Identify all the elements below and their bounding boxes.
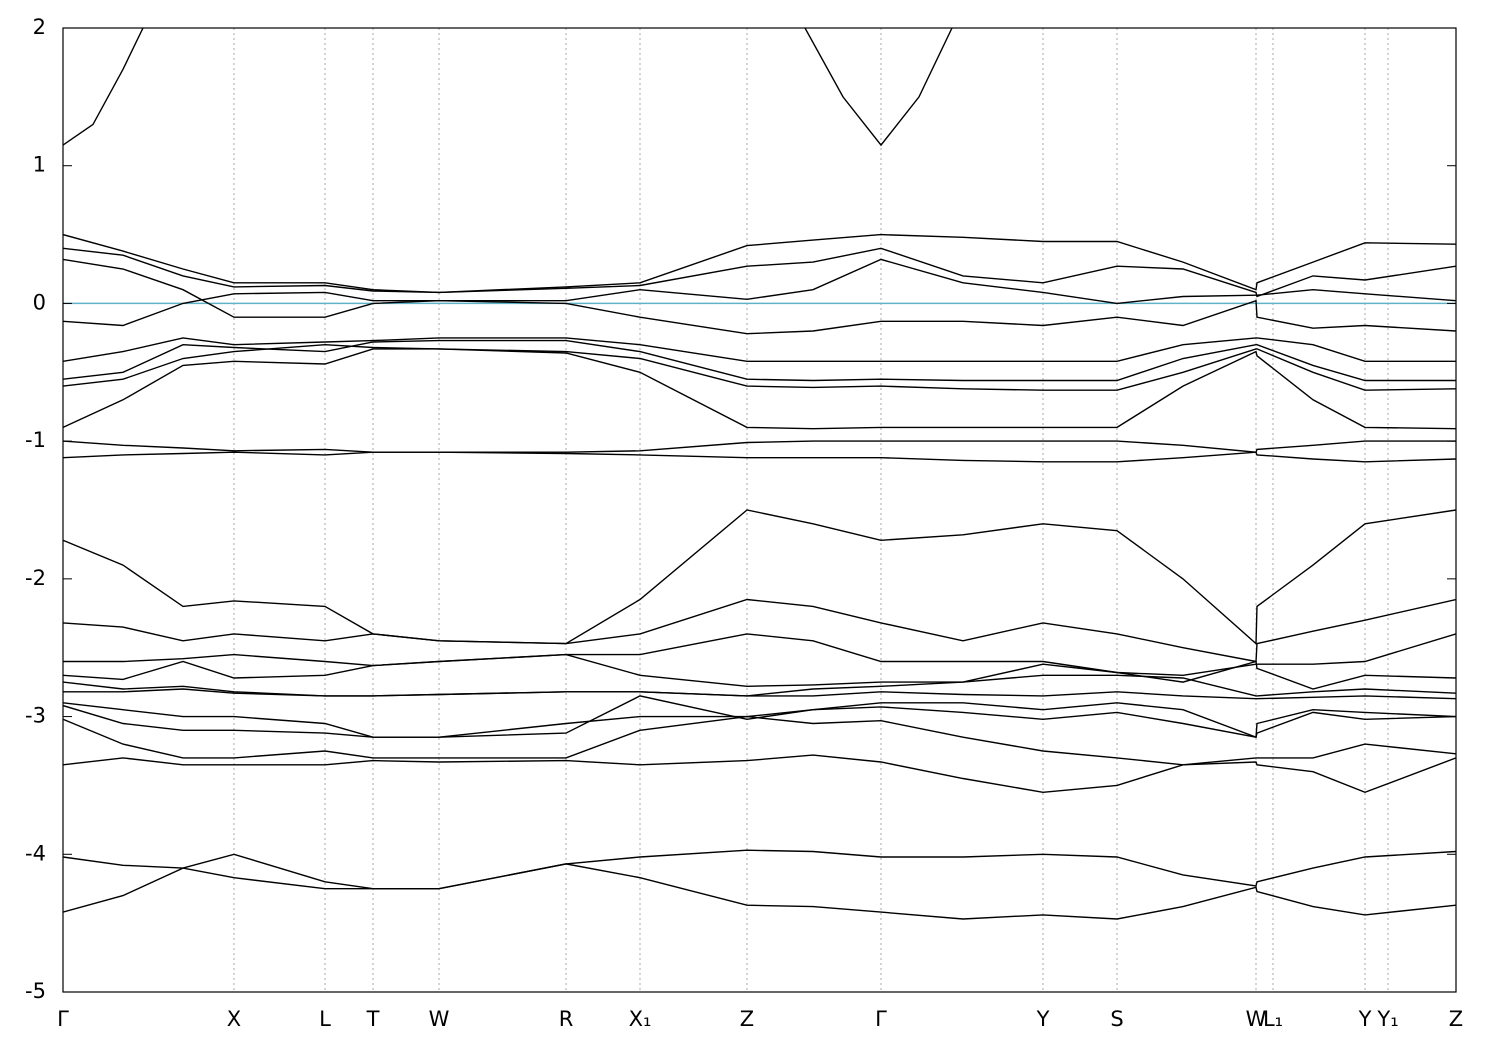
x-tick-label: L₁ bbox=[1263, 1007, 1283, 1031]
band-line bbox=[63, 695, 1456, 739]
band-line bbox=[63, 715, 1456, 766]
band-line bbox=[63, 258, 1456, 318]
x-tick-label: Z bbox=[1449, 1007, 1463, 1031]
y-tick-label: 0 bbox=[33, 290, 46, 314]
y-tick-label: -4 bbox=[25, 841, 46, 865]
plot-area bbox=[63, 28, 1456, 920]
band-line bbox=[804, 28, 953, 147]
band-line bbox=[63, 28, 144, 146]
band-line bbox=[63, 653, 1456, 690]
x-tick-label: T bbox=[366, 1007, 380, 1031]
band-line bbox=[63, 343, 1456, 391]
band-line bbox=[63, 440, 1456, 453]
y-tick-label: -2 bbox=[25, 566, 46, 590]
x-tick-label: Y bbox=[1036, 1007, 1050, 1031]
band-line bbox=[63, 849, 1456, 890]
band-line bbox=[63, 451, 1456, 463]
band-line bbox=[63, 598, 1456, 663]
band-line bbox=[63, 233, 1456, 294]
band-line bbox=[63, 291, 1456, 335]
y-tick-label: 1 bbox=[33, 153, 46, 177]
x-tick-label: Y₁ bbox=[1376, 1007, 1398, 1031]
x-tick-label: X bbox=[227, 1007, 241, 1031]
band-line bbox=[63, 348, 1456, 430]
band-line bbox=[63, 754, 1456, 794]
x-tick-label: L bbox=[319, 1007, 331, 1031]
plot-frame bbox=[62, 27, 1457, 993]
y-tick-label: -1 bbox=[25, 428, 46, 452]
band-line bbox=[63, 337, 1456, 362]
x-tick-label: Z bbox=[740, 1007, 754, 1031]
x-tick-label: X₁ bbox=[629, 1007, 652, 1031]
band-line bbox=[63, 509, 1456, 646]
x-tick-label: W bbox=[429, 1007, 450, 1031]
x-tick-label: S bbox=[1110, 1007, 1123, 1031]
x-tick-label: W bbox=[1246, 1007, 1267, 1031]
x-tick-label: Γ bbox=[875, 1007, 887, 1031]
y-tick-label: -5 bbox=[25, 979, 46, 1003]
y-tick-label: 2 bbox=[33, 15, 46, 39]
band-line bbox=[63, 688, 1456, 700]
x-tick-label: Γ bbox=[57, 1007, 69, 1031]
band-line bbox=[63, 674, 1456, 697]
x-tick-label: R bbox=[559, 1007, 574, 1031]
band-line bbox=[63, 863, 1456, 920]
x-tick-label: Y bbox=[1358, 1007, 1372, 1031]
y-tick-label: -3 bbox=[25, 704, 46, 728]
